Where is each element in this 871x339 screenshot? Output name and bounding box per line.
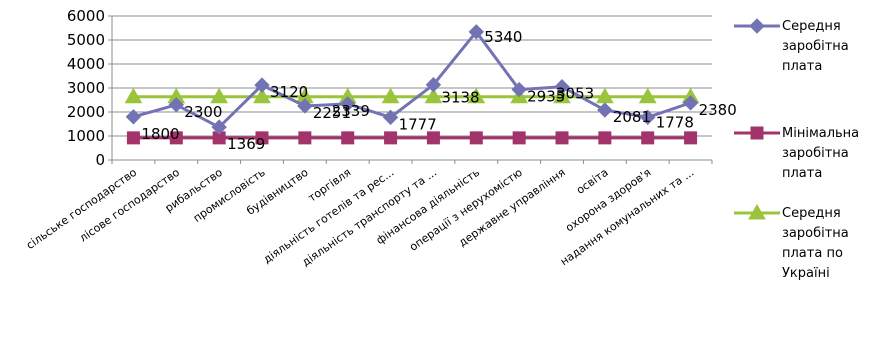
series-line bbox=[133, 29, 692, 129]
y-tick-label: 6000 bbox=[67, 7, 105, 25]
data-label: 1777 bbox=[399, 115, 437, 133]
data-point bbox=[469, 131, 483, 145]
legend-marker bbox=[748, 203, 766, 220]
data-point bbox=[255, 131, 269, 145]
data-point bbox=[253, 87, 271, 104]
data-point bbox=[168, 97, 184, 113]
legend-item-3: Середня заробітна плата по Україні bbox=[734, 203, 849, 281]
data-label: 1778 bbox=[656, 113, 694, 131]
data-point bbox=[381, 87, 400, 104]
legend-marker bbox=[749, 18, 765, 34]
data-point bbox=[384, 131, 398, 145]
legend-item-1: Середня заробітна плата bbox=[734, 18, 849, 74]
data-label: 2300 bbox=[184, 103, 222, 121]
series-2 bbox=[126, 131, 698, 145]
data-point bbox=[340, 96, 356, 112]
data-label: 1369 bbox=[227, 135, 265, 153]
series-1 bbox=[125, 24, 699, 135]
data-point bbox=[169, 131, 183, 145]
legend-marker bbox=[750, 126, 764, 140]
data-point bbox=[682, 95, 699, 111]
data-point bbox=[555, 131, 569, 145]
legend-label: Мінімальна заробітна плата bbox=[782, 126, 859, 181]
data-point bbox=[382, 109, 399, 126]
data-point bbox=[297, 98, 313, 114]
data-point bbox=[126, 131, 140, 145]
data-label: 1800 bbox=[141, 125, 179, 143]
data-label: 2935 bbox=[527, 88, 565, 106]
category-label: промисловість bbox=[191, 166, 268, 225]
y-tick-label: 3000 bbox=[67, 79, 105, 97]
y-tick-label: 0 bbox=[95, 151, 105, 169]
y-tick-label: 5000 bbox=[67, 31, 105, 49]
legend-label: Середня заробітна плата по Україні bbox=[782, 206, 849, 281]
data-point bbox=[298, 131, 312, 145]
legend-item-2: Мінімальна заробітна плата bbox=[734, 126, 859, 181]
legend: Середня заробітна плата Мінімальна заробітна… bbox=[734, 18, 859, 281]
data-label: 2251 bbox=[313, 104, 351, 122]
axes: 0 1000 2000 3000 4000 5000 6000 bbox=[67, 7, 713, 169]
data-point bbox=[211, 119, 227, 135]
category-label: освіта bbox=[574, 166, 611, 197]
data-point bbox=[511, 81, 527, 98]
y-tick-label: 2000 bbox=[67, 103, 105, 121]
data-label: 3138 bbox=[441, 89, 479, 107]
data-point bbox=[597, 102, 613, 118]
data-point bbox=[684, 131, 698, 145]
data-point bbox=[598, 131, 612, 145]
data-point bbox=[424, 87, 443, 104]
data-point bbox=[426, 131, 440, 145]
data-label: 3120 bbox=[270, 83, 308, 101]
data-label: 5340 bbox=[484, 28, 522, 46]
data-point bbox=[125, 109, 142, 125]
data-label: 2339 bbox=[332, 102, 370, 120]
data-label: 2380 bbox=[699, 101, 737, 119]
legend-label: Середня заробітна плата bbox=[782, 19, 849, 74]
data-point bbox=[468, 24, 484, 40]
data-point bbox=[210, 87, 229, 104]
data-point bbox=[212, 131, 226, 145]
series-group bbox=[124, 24, 700, 145]
data-point bbox=[341, 131, 355, 145]
data-point bbox=[425, 76, 442, 93]
gridlines bbox=[112, 15, 712, 137]
data-label: 3053 bbox=[556, 85, 594, 103]
y-tick-label: 1000 bbox=[67, 127, 105, 145]
data-point bbox=[641, 131, 655, 145]
data-point bbox=[512, 131, 526, 145]
data-point bbox=[467, 87, 486, 104]
data-label: 2081 bbox=[613, 108, 651, 126]
data-point bbox=[254, 77, 270, 93]
y-tick-label: 4000 bbox=[67, 55, 105, 73]
data-point bbox=[638, 87, 657, 104]
data-point bbox=[554, 79, 570, 95]
data-point bbox=[640, 109, 656, 126]
data-point bbox=[124, 87, 143, 104]
data-point bbox=[553, 87, 571, 104]
